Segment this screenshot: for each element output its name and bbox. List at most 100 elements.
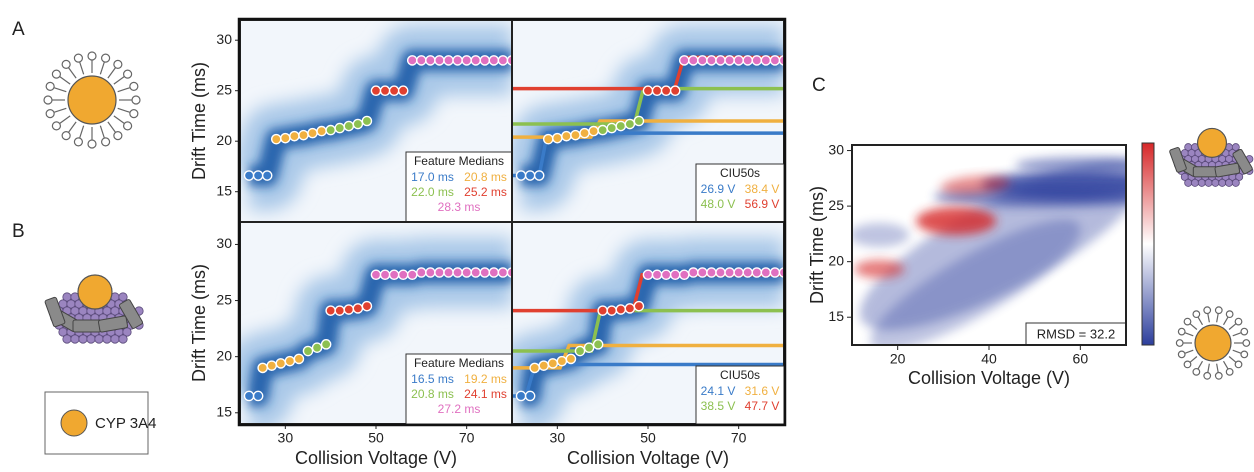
lipid-head — [1177, 327, 1186, 336]
stats-entry: 31.6 V — [745, 384, 780, 398]
feature-point — [470, 267, 482, 278]
feature-point — [760, 267, 772, 278]
y-tick-label: 30 — [216, 31, 232, 47]
feature-point — [334, 122, 346, 134]
feature-point — [443, 55, 454, 66]
lipid-tail — [117, 87, 131, 93]
feature-point — [624, 303, 636, 314]
ciu-fit-line — [512, 308, 784, 353]
lipid-bead — [1231, 178, 1240, 187]
feature-point — [425, 267, 436, 278]
feature-point — [678, 269, 690, 281]
scaffold-protein — [1214, 162, 1241, 178]
feature-point — [488, 55, 500, 66]
plot-area — [240, 20, 512, 222]
lipid-head — [45, 108, 55, 119]
feature-point — [307, 127, 318, 139]
feature-point — [252, 390, 264, 402]
feature-point — [715, 267, 726, 278]
feature-point — [642, 85, 654, 96]
stats-entry: 20.8 ms — [464, 170, 507, 184]
feature-point — [293, 353, 305, 365]
feature-point — [434, 267, 445, 278]
feature-point — [397, 269, 409, 281]
y-axis-label: Drift Time (ms) — [189, 264, 209, 382]
stats-box — [405, 353, 513, 425]
scaffold-protein — [44, 296, 66, 328]
panel-label: C — [812, 75, 826, 96]
feature-point — [769, 267, 781, 278]
feature-point — [361, 115, 373, 127]
lipid-tail — [1197, 360, 1204, 370]
lipid-head — [51, 69, 62, 79]
feature-point — [529, 362, 540, 374]
x-tick-label: 60 — [1073, 351, 1089, 367]
difference-region — [916, 207, 997, 235]
stats-title: Feature Medians — [414, 154, 504, 168]
lipid-tail — [1184, 349, 1194, 354]
lipid-tail — [1232, 349, 1242, 354]
y-tick-label: 25 — [828, 197, 844, 213]
y-tick-label: 30 — [216, 235, 232, 251]
lipid-head — [100, 137, 111, 147]
lipid-bead — [1225, 178, 1233, 187]
lipid-head — [1242, 339, 1251, 347]
lipid-head — [61, 59, 71, 70]
feature-point — [479, 55, 491, 66]
feature-point — [488, 267, 500, 278]
stats-entry: 24.1 ms — [464, 387, 507, 401]
x-tick-label: 30 — [550, 430, 566, 446]
lipid-bead — [1197, 178, 1206, 187]
feature-point — [651, 269, 663, 281]
x-tick-label: 30 — [278, 430, 294, 446]
lipid-bead — [102, 334, 112, 344]
feature-point — [280, 132, 291, 144]
feature-point — [583, 342, 595, 353]
feature-point — [769, 55, 781, 66]
lipid-head — [1192, 310, 1201, 319]
feature-point — [597, 124, 608, 136]
panel-label: A — [12, 19, 25, 40]
feature-point — [425, 55, 436, 66]
feature-point — [298, 129, 309, 141]
feature-point — [574, 345, 586, 357]
feature-point — [778, 267, 784, 278]
feature-point — [678, 55, 690, 66]
stats-entry: 16.5 ms — [411, 372, 454, 386]
feature-point — [406, 55, 418, 66]
feature-point — [515, 390, 527, 402]
feature-point — [320, 339, 332, 350]
feature-point — [270, 133, 282, 145]
feature-point — [597, 305, 608, 316]
lipid-head — [1240, 327, 1249, 336]
x-axis-label: Collision Voltage (V) — [567, 448, 729, 468]
lipid-tail — [99, 61, 105, 75]
feature-point — [243, 390, 255, 402]
feature-point — [533, 170, 545, 181]
feature-point — [416, 55, 427, 66]
feature-point — [284, 355, 296, 367]
protein-icon — [1196, 127, 1228, 158]
feature-point — [651, 85, 663, 96]
feature-point — [443, 267, 454, 278]
lipid-bead — [1191, 178, 1199, 187]
lipid-head — [122, 121, 133, 131]
y-tick-label: 20 — [828, 252, 844, 268]
lipid-tail — [1222, 316, 1229, 326]
lipid-head — [1203, 371, 1212, 380]
feature-point — [434, 55, 445, 66]
lipid-tail — [113, 115, 125, 124]
lipid-tail — [68, 121, 77, 133]
lipid-head — [73, 137, 84, 147]
lipid-bead — [1231, 143, 1240, 152]
x-tick-label: 40 — [981, 351, 997, 367]
feature-point — [592, 339, 604, 350]
feature-point — [325, 305, 336, 316]
feature-point — [552, 132, 563, 144]
y-tick-label: 15 — [216, 182, 232, 198]
stats-box — [695, 163, 785, 223]
feature-point — [361, 300, 373, 312]
lipid-bead — [1211, 178, 1220, 187]
lipid-tail — [79, 125, 85, 139]
lipid-head — [1177, 350, 1186, 359]
